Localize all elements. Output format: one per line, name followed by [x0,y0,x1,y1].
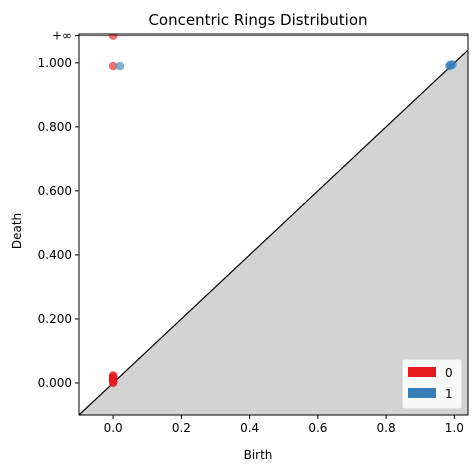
plot-area [78,33,469,416]
infinity-tick-label: +∞ [52,29,72,43]
axes-frame [78,33,469,416]
legend-box [401,358,463,410]
x-tick-label: 0.2 [172,421,191,435]
chart-title: Concentric Rings Distribution [148,11,367,29]
y-axis-label: Death [10,213,24,249]
y-tick-label: 0.800 [38,120,72,134]
axis-ticks: 0.0 0.2 0.4 0.6 0.8 1.0 0.000 0.200 0.400 0.600 0.… [38,29,464,435]
legend-swatch-1 [408,388,436,398]
x-tick-label: 0.0 [104,421,123,435]
y-tick-label: 0.600 [38,184,72,198]
series-1-point [115,61,125,71]
x-tick-label: 0.4 [240,421,259,435]
legend: 01 [401,358,463,410]
legend-label-1: 1 [445,387,453,401]
y-tick-label: 0.400 [38,248,72,262]
x-tick-label: 0.6 [308,421,327,435]
series-0-point [108,370,118,380]
x-tick-label: 0.8 [377,421,396,435]
series-0-point [108,34,118,40]
y-tick-label: 0.000 [38,376,72,390]
diagonal-line [79,49,468,415]
legend-swatch-0 [408,367,436,377]
series-0-point [108,61,118,71]
y-tick-label: 1.000 [38,56,72,70]
x-axis-label: Birth [244,448,273,462]
x-tick-label: 1.0 [445,421,464,435]
series-1-point [445,60,455,70]
y-tick-label: 0.200 [38,312,72,326]
legend-label-0: 0 [445,366,453,380]
